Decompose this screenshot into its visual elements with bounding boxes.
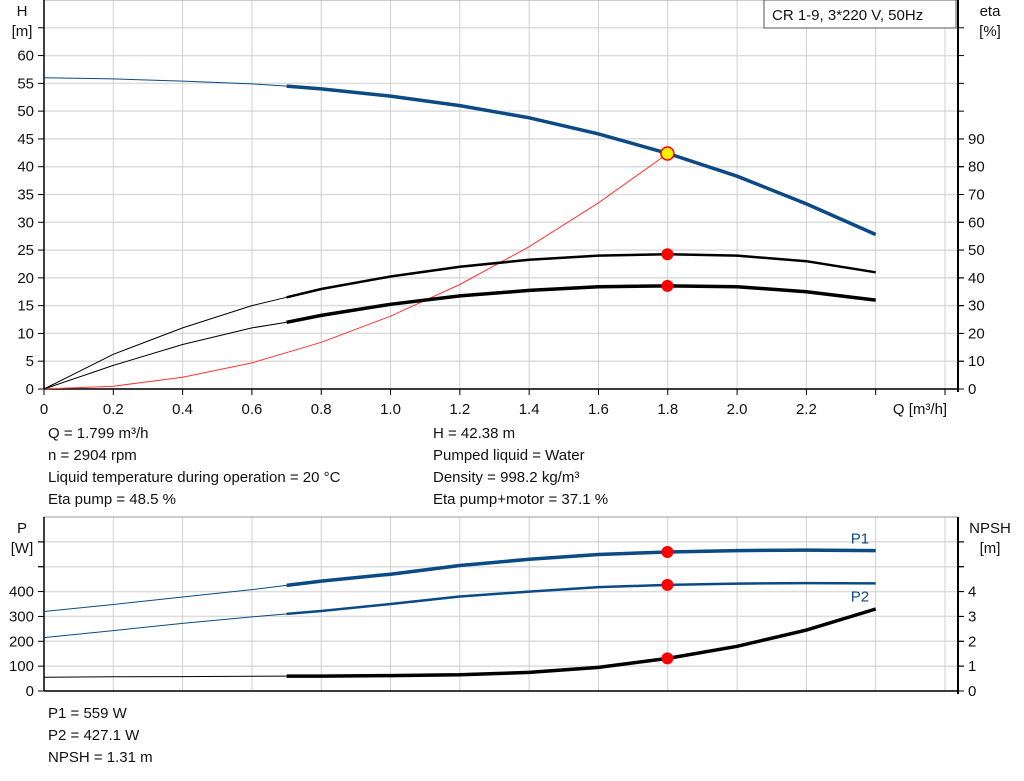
eta-pump-curve [286,252,876,299]
p1-duty-marker [661,546,674,559]
legend-text: CR 1-9, 3*220 V, 50Hz [772,7,923,24]
eta-pump-curve-extrapolated [43,296,287,390]
y-tick-label-right: 90 [968,131,985,148]
info-flow: Q = 1.799 m³/h [48,425,149,442]
y-tick-label-right: 50 [968,242,985,259]
x-tick-label: 0.4 [172,401,193,418]
y-axis-unit-right: [m] [980,540,1001,557]
duty-point-marker [660,146,675,161]
p1-curve-extrapolated [43,584,287,612]
x-tick-label: 0.2 [103,401,124,418]
p2-curve [286,581,876,616]
info-head: H = 42.38 m [433,425,516,442]
eta-pump-motor-curve-extrapolated [43,321,287,390]
y-tick-label-right: 2 [968,633,976,650]
y-tick-label-right: 30 [968,298,985,315]
y-axis-label-left: P [17,520,27,537]
info-p2: P2 = 427.1 W [48,727,140,744]
head-curve [286,84,877,237]
y-axis-unit-left: [W] [11,540,34,557]
y-tick-label-left: 100 [9,658,34,675]
y-axis-label-left: H [17,3,28,20]
x-axis-label: Q [m³/h] [893,401,947,418]
info-speed: n = 2904 rpm [48,447,137,464]
p2-curve-extrapolated [43,613,287,639]
y-axis-unit-left: [m] [12,23,33,40]
plot-frame [43,516,959,692]
info-eta-pump: Eta pump = 48.5 % [48,491,176,508]
y-tick-label-left: 400 [9,584,34,601]
eta-pump-duty-marker [661,248,674,261]
eta-pump-motor-curve [286,284,876,325]
p1-label: P1 [851,531,869,548]
info-npsh: NPSH = 1.31 m [48,749,153,766]
y-axis-unit-right: [%] [979,23,1001,40]
info-p1: P1 = 559 W [48,705,127,722]
x-tick-label: 1.6 [588,401,609,418]
x-tick-label: 2.0 [727,401,748,418]
y-tick-label-right: 40 [968,270,985,287]
y-tick-label-right: 1 [968,658,976,675]
y-tick-label-right: 0 [968,683,976,700]
y-tick-label-right: 20 [968,325,985,342]
x-tick-label: 0 [40,401,48,418]
x-tick-label: 0.8 [311,401,332,418]
y-tick-label-left: 25 [17,242,34,259]
npsh-curve [286,607,877,678]
y-tick-label-left: 5 [26,353,34,370]
y-tick-label-left: 20 [17,270,34,287]
y-tick-label-right: 80 [968,159,985,176]
y-tick-label-left: 10 [17,325,34,342]
info-temperature: Liquid temperature during operation = 20… [48,469,341,486]
y-tick-label-left: 45 [17,131,34,148]
x-tick-label: 1.4 [519,401,540,418]
y-tick-label-left: 0 [26,683,34,700]
y-tick-label-left: 30 [17,214,34,231]
eta-pump-motor-duty-marker [661,279,674,292]
y-tick-label-right: 70 [968,187,985,204]
p2-label: P2 [851,588,869,605]
y-tick-label-left: 55 [17,75,34,92]
y-tick-label-right: 3 [968,608,976,625]
y-tick-label-left: 40 [17,159,34,176]
head-curve-extrapolated [43,77,287,87]
info-bottom: P1 = 559 W P2 = 427.1 W NPSH = 1.31 m [48,703,153,769]
npsh-duty-marker [661,652,674,665]
npsh-curve-extrapolated [43,675,287,678]
p2-duty-marker [661,578,674,591]
y-tick-label-left: 35 [17,187,34,204]
y-tick-label-left: 300 [9,608,34,625]
info-top-right: H = 42.38 m Pumped liquid = Water Densit… [433,423,608,511]
x-tick-label: 1.8 [657,401,678,418]
legend-box [763,0,957,29]
info-liquid: Pumped liquid = Water [433,447,585,464]
y-tick-label-right: 60 [968,214,985,231]
y-tick-label-left: 0 [26,381,34,398]
y-tick-label-left: 60 [17,48,34,65]
info-density: Density = 998.2 kg/m³ [433,469,580,486]
y-tick-label-left: 15 [17,298,34,315]
x-tick-label: 1.2 [449,401,470,418]
y-axis-label-right: NPSH [969,520,1011,537]
system-curve [43,153,669,390]
y-axis-label-right: eta [980,3,1002,20]
x-tick-label: 1.0 [380,401,401,418]
y-tick-label-right: 4 [968,584,976,601]
y-tick-label-right: 10 [968,353,985,370]
p1-curve [286,548,876,588]
info-top-left: Q = 1.799 m³/h n = 2904 rpm Liquid tempe… [48,423,340,511]
y-tick-label-right: 0 [968,381,976,398]
x-tick-label: 0.6 [241,401,262,418]
x-tick-label: 2.2 [796,401,817,418]
info-eta-pump-motor: Eta pump+motor = 37.1 % [433,491,609,508]
y-tick-label-left: 50 [17,103,34,120]
y-tick-label-left: 200 [9,633,34,650]
